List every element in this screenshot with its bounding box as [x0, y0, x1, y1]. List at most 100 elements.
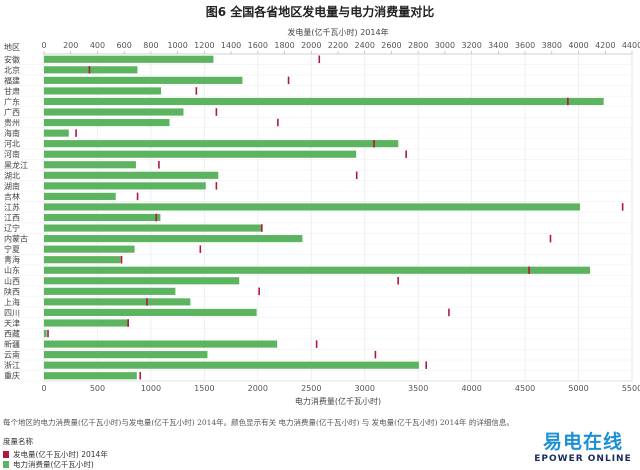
category-label: 山西 — [4, 276, 20, 286]
category-label: 四川 — [4, 308, 20, 317]
bottom-tick-label: 1000 — [141, 384, 161, 393]
top-tick-label: 3600 — [515, 41, 535, 50]
consumption-bar — [44, 182, 206, 190]
category-label: 上海 — [4, 297, 20, 307]
legend: 度量名称 发电量(亿千瓦小时) 2014年 电力消费量(亿千瓦小时) — [3, 436, 108, 469]
consumption-bar — [44, 277, 240, 285]
top-tick-label: 400 — [90, 41, 105, 50]
category-label: 黑龙江 — [4, 160, 28, 170]
bottom-axis-label: 电力消费量(亿千瓦小时) — [295, 396, 381, 406]
consumption-bar — [44, 213, 161, 222]
consumption-bar — [44, 76, 243, 84]
consumption-bar — [44, 150, 357, 158]
category-label: 吉林 — [4, 191, 20, 201]
chart-title: 图6 全国各省地区发电量与电力消费量对比 — [205, 5, 435, 19]
bottom-tick-label: 3500 — [408, 384, 428, 393]
category-label: 云南 — [4, 350, 20, 360]
consumption-bar — [44, 298, 191, 306]
top-tick-label: 2600 — [381, 41, 401, 50]
legend-title: 度量名称 — [3, 437, 33, 446]
top-tick-label: 200 — [63, 41, 78, 50]
consumption-bar — [44, 66, 138, 74]
category-label: 河南 — [4, 149, 20, 159]
top-tick-label: 1400 — [221, 41, 241, 50]
category-label: 浙江 — [4, 360, 20, 370]
top-tick-label: 2400 — [355, 41, 375, 50]
top-tick-label: 3400 — [488, 41, 508, 50]
category-label: 福建 — [4, 75, 20, 85]
category-label: 海南 — [4, 128, 20, 138]
bottom-tick-label: 4000 — [461, 384, 481, 393]
chart-description: 每个地区的电力消费量(亿千瓦小时)与发电量(亿千瓦小时) 2014年。颜色显示有… — [3, 418, 514, 427]
category-axis-label: 地区 — [4, 42, 20, 52]
top-tick-label: 2200 — [328, 41, 348, 50]
top-tick-label: 1800 — [274, 41, 294, 50]
consumption-bar — [44, 192, 116, 200]
axes: 发电量(亿千瓦小时) 2014年 电力消费量(亿千瓦小时) 地区 0 500 100… — [4, 27, 640, 406]
consumption-bar — [44, 118, 170, 127]
legend-swatch-generation — [3, 450, 9, 458]
category-label: 贵州 — [4, 118, 20, 128]
top-axis-label: 发电量(亿千瓦小时) 2014年 — [287, 27, 388, 37]
category-label: 湖北 — [4, 171, 20, 180]
bottom-tick-label: 2500 — [301, 384, 321, 393]
top-tick-label: 4200 — [595, 41, 615, 50]
consumption-bars — [44, 55, 604, 380]
category-label: 北京 — [4, 65, 20, 75]
category-label: 广西 — [4, 107, 20, 117]
consumption-bar — [44, 245, 135, 253]
bottom-tick-label: 0 — [41, 384, 46, 393]
bottom-tick-label: 4500 — [515, 384, 535, 393]
top-tick-label: 4000 — [568, 41, 588, 50]
legend-swatch-consumption — [3, 460, 9, 468]
consumption-bar — [44, 287, 176, 295]
consumption-bar — [44, 372, 137, 380]
consumption-bar — [44, 87, 162, 95]
logo-english-text: EPOWER ONLINE — [534, 454, 632, 464]
category-label: 辽宁 — [4, 223, 20, 233]
consumption-bar — [44, 329, 47, 338]
category-label: 新疆 — [4, 339, 20, 349]
consumption-bar — [44, 351, 208, 359]
top-tick-label: 3200 — [461, 41, 481, 50]
top-tick-label: 600 — [117, 41, 132, 50]
epower-logo: 易电在线 EPOWER ONLINE — [530, 427, 636, 464]
category-label: 甘肃 — [4, 86, 20, 96]
consumption-bar — [44, 97, 604, 106]
consumption-bar — [44, 129, 69, 137]
consumption-bar — [44, 361, 419, 369]
bottom-tick-label: 5500 — [622, 384, 640, 393]
legend-label-consumption: 电力消费量(亿千瓦小时) — [13, 459, 94, 469]
consumption-bar — [44, 308, 257, 317]
consumption-bar — [44, 256, 121, 264]
category-label: 江西 — [4, 214, 20, 223]
consumption-bar — [44, 224, 262, 232]
category-label: 安徽 — [4, 54, 20, 64]
category-label: 山东 — [4, 265, 20, 275]
category-label: 湖南 — [4, 181, 20, 191]
top-tick-label: 2800 — [408, 41, 428, 50]
category-label: 河北 — [4, 139, 20, 149]
consumption-bar — [44, 319, 129, 327]
bottom-tick-label: 3000 — [355, 384, 375, 393]
top-tick-label: 2000 — [301, 41, 321, 50]
category-label: 内蒙古 — [4, 234, 28, 244]
legend-item-consumption: 电力消费量(亿千瓦小时) — [3, 459, 108, 469]
category-label: 天津 — [4, 318, 20, 328]
top-tick-label: 3000 — [435, 41, 455, 50]
category-label: 江苏 — [4, 202, 20, 212]
category-label: 陕西 — [4, 286, 20, 296]
legend-label-generation: 发电量(亿千瓦小时) 2014年 — [13, 449, 108, 459]
consumption-bar — [44, 340, 278, 348]
top-tick-label: 1600 — [248, 41, 268, 50]
generation-ticks — [47, 55, 624, 380]
top-tick-label: 3800 — [542, 41, 562, 50]
category-label: 重庆 — [4, 371, 20, 381]
consumption-bar — [44, 140, 399, 148]
consumption-bar — [44, 203, 580, 211]
top-tick-label: 1200 — [194, 41, 214, 50]
consumption-bar — [44, 171, 219, 179]
consumption-bar — [44, 266, 590, 274]
bottom-tick-label: 2000 — [248, 384, 268, 393]
